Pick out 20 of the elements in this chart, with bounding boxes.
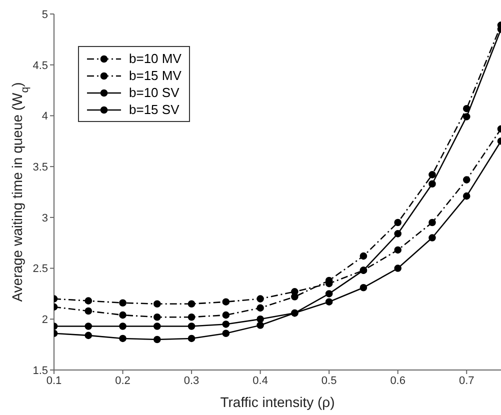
y-tick-label: 4.5 [32, 60, 48, 72]
x-axis-title: Traffic intensity (ρ) [220, 394, 335, 410]
legend-label: b=10 MV [129, 51, 182, 66]
legend-label: b=15 SV [129, 102, 180, 117]
x-tick-label: 0.2 [115, 374, 130, 387]
y-tick-label: 5 [42, 8, 48, 21]
x-tick-label: 0.1 [46, 374, 62, 387]
y-tick-label: 3 [42, 212, 48, 224]
legend-label: b=10 SV [129, 85, 180, 100]
y-tick-label: 2.5 [32, 263, 48, 276]
y-tick-label: 4 [42, 110, 48, 123]
y-tick-label: 3.5 [32, 161, 48, 174]
x-tick-label: 0.6 [390, 374, 406, 387]
legend-label: b=15 MV [129, 68, 182, 83]
x-tick-label: 0.4 [252, 374, 268, 387]
x-tick-label: 0.5 [321, 374, 337, 387]
y-tick-label: 2 [42, 314, 48, 326]
x-tick-label: 0.3 [184, 374, 200, 387]
x-tick-label: 0.7 [458, 374, 474, 387]
y-tick-label: 1.5 [32, 364, 48, 377]
